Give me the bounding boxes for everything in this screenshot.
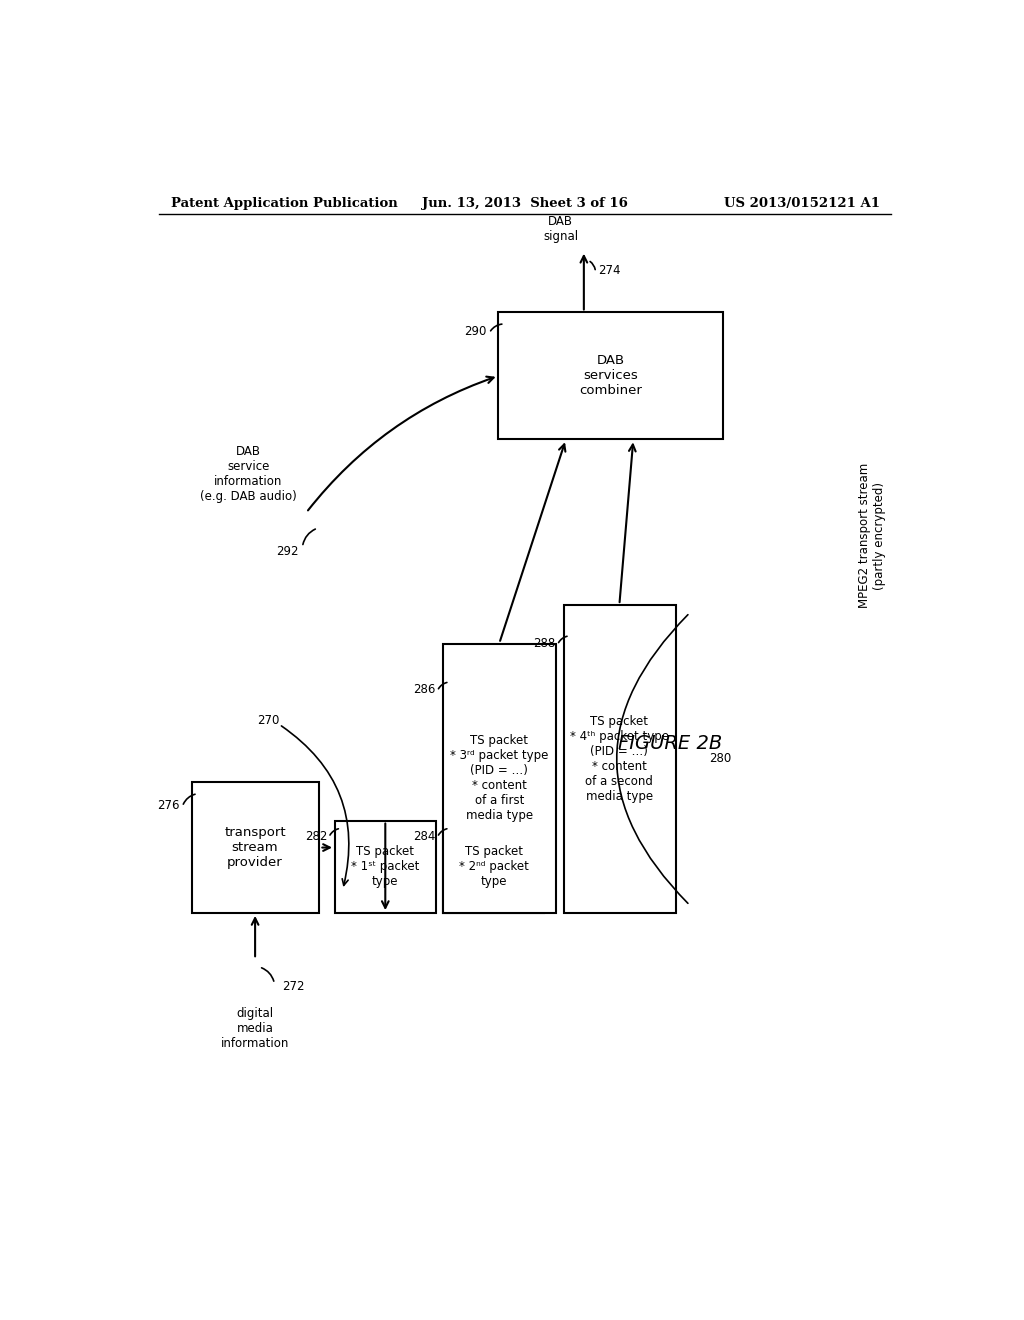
Text: 282: 282	[305, 829, 328, 842]
Text: 292: 292	[276, 545, 299, 557]
Bar	[443, 821, 544, 913]
Text: digital
media
information: digital media information	[221, 1007, 290, 1049]
Text: 288: 288	[534, 638, 556, 649]
Text: TS packet
* 3ʳᵈ packet type
(PID = …)
* content
of a first
media type: TS packet * 3ʳᵈ packet type (PID = …) * …	[450, 734, 549, 822]
Text: 284: 284	[414, 829, 435, 842]
Text: Patent Application Publication: Patent Application Publication	[171, 197, 397, 210]
Text: MPEG2 transport stream
(partly encrypted): MPEG2 transport stream (partly encrypted…	[858, 463, 886, 609]
Text: DAB
signal: DAB signal	[543, 215, 579, 243]
Bar	[335, 821, 435, 913]
Text: 290: 290	[465, 325, 486, 338]
Text: US 2013/0152121 A1: US 2013/0152121 A1	[724, 197, 880, 210]
Bar	[443, 644, 556, 913]
Text: transport
stream
provider: transport stream provider	[224, 826, 286, 869]
Text: TS packet
* 1ˢᵗ packet
type: TS packet * 1ˢᵗ packet type	[351, 845, 420, 888]
Text: TS packet
* 2ⁿᵈ packet
type: TS packet * 2ⁿᵈ packet type	[459, 845, 528, 888]
Text: 280: 280	[710, 752, 731, 766]
Text: TS packet
* 4ᵗʰ packet type
(PID = …)
* content
of a second
media type: TS packet * 4ᵗʰ packet type (PID = …) * …	[569, 715, 669, 803]
Bar	[499, 313, 723, 440]
Text: DAB
service
information
(e.g. DAB audio): DAB service information (e.g. DAB audio)	[200, 445, 297, 503]
Text: 270: 270	[257, 714, 280, 727]
Text: 286: 286	[414, 684, 435, 696]
Text: FIGURE 2B: FIGURE 2B	[618, 734, 723, 754]
Text: Jun. 13, 2013  Sheet 3 of 16: Jun. 13, 2013 Sheet 3 of 16	[422, 197, 628, 210]
Text: DAB
services
combiner: DAB services combiner	[580, 354, 642, 397]
Bar	[191, 781, 319, 913]
Bar	[563, 605, 676, 913]
Text: 274: 274	[598, 264, 621, 277]
Text: 272: 272	[283, 979, 305, 993]
Text: 276: 276	[158, 799, 180, 812]
